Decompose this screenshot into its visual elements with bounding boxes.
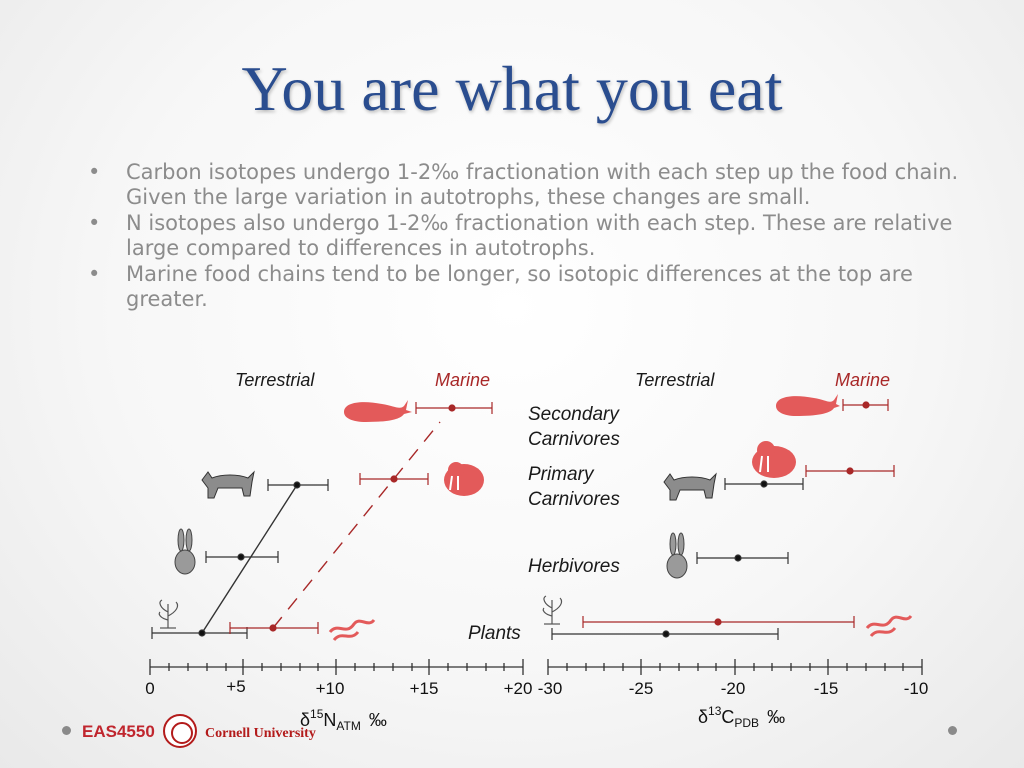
walrus-icon xyxy=(444,462,484,496)
n-tick-label: +15 xyxy=(410,679,439,698)
n-marine-plants-bar xyxy=(229,622,319,634)
footer-right-dot xyxy=(948,726,957,735)
rabbit-icon xyxy=(174,528,196,575)
bullet-item: • N isotopes also undergo 1-2‰ fractionat… xyxy=(88,211,968,261)
label-primary-1: Primary xyxy=(528,464,595,485)
bullet-item: • Carbon isotopes undergo 1-2‰ fractionat… xyxy=(88,160,968,210)
c-axis xyxy=(547,659,923,675)
bullet-dot: • xyxy=(88,160,101,184)
bullet-dot: • xyxy=(88,211,101,235)
left-header-terrestrial: Terrestrial xyxy=(235,370,315,390)
n-terrestrial-primary-bar xyxy=(267,479,329,491)
c-marine-secondary-bar xyxy=(842,399,889,411)
label-primary-2: Carnivores xyxy=(528,489,620,510)
footer-left-dot xyxy=(62,726,71,735)
terrestrial-trend-line xyxy=(201,484,298,634)
label-plants: Plants xyxy=(468,623,521,644)
n-tick-label: +20 xyxy=(504,679,533,698)
seaweed-icon xyxy=(865,614,913,638)
n-tick-label: +5 xyxy=(226,677,245,696)
bullet-text: Marine food chains tend to be longer, so… xyxy=(126,262,913,311)
wolf-icon xyxy=(663,472,717,501)
bullet-text: Carbon isotopes undergo 1-2‰ fractionati… xyxy=(126,160,959,209)
whale-icon xyxy=(776,394,840,416)
wolf-icon xyxy=(201,470,255,499)
label-secondary-1: Secondary xyxy=(528,404,620,425)
cornell-seal-icon xyxy=(163,714,197,748)
n-terrestrial-plants-bar xyxy=(151,627,248,639)
c-tick-label: -25 xyxy=(629,679,654,698)
c-marine-primary-bar xyxy=(805,465,895,477)
course-code: EAS4550 xyxy=(82,722,155,741)
rabbit-icon xyxy=(666,532,688,579)
bullet-list: • Carbon isotopes undergo 1-2‰ fractionat… xyxy=(88,160,968,313)
n-tick-label: 0 xyxy=(145,679,154,698)
c-axis-label: δ13CPDB ‰ xyxy=(698,704,785,730)
n-herbivore-bar xyxy=(205,551,279,563)
seaweed-icon xyxy=(328,618,376,642)
c-terrestrial-primary-bar xyxy=(724,478,804,490)
c-tick-label: -15 xyxy=(814,679,839,698)
n-axis-label: δ15NATM ‰ xyxy=(300,707,387,733)
walrus-icon xyxy=(752,441,796,478)
label-herbivores: Herbivores xyxy=(528,556,620,577)
marine-trend-line xyxy=(272,421,441,629)
left-header-marine: Marine xyxy=(435,370,490,390)
n-axis xyxy=(149,659,524,675)
c-tick-label: -10 xyxy=(904,679,929,698)
n-marine-secondary-bar xyxy=(415,402,493,414)
university-name: Cornell University xyxy=(205,726,316,741)
bullet-item: • Marine food chains tend to be longer, s… xyxy=(88,262,968,312)
plant-icon xyxy=(158,599,179,629)
right-header-terrestrial: Terrestrial xyxy=(635,370,715,390)
n-marine-primary-bar xyxy=(359,473,429,485)
label-secondary-2: Carnivores xyxy=(528,429,620,450)
isotope-diagram: Terrestrial Marine Terrestrial Marine Se… xyxy=(145,370,929,733)
bullet-dot: • xyxy=(88,262,101,286)
c-terrestrial-plants-bar xyxy=(551,628,779,640)
c-tick-label: -20 xyxy=(721,679,746,698)
n-tick-label: +10 xyxy=(316,679,345,698)
c-tick-label: -30 xyxy=(538,679,563,698)
c-marine-plants-bar xyxy=(582,616,855,628)
whale-icon xyxy=(344,400,412,422)
bullet-text: N isotopes also undergo 1-2‰ fractionati… xyxy=(126,211,953,260)
plant-icon xyxy=(542,595,563,625)
right-header-marine: Marine xyxy=(835,370,890,390)
c-herbivore-bar xyxy=(696,552,789,564)
slide-title: You are what you eat xyxy=(241,53,783,124)
